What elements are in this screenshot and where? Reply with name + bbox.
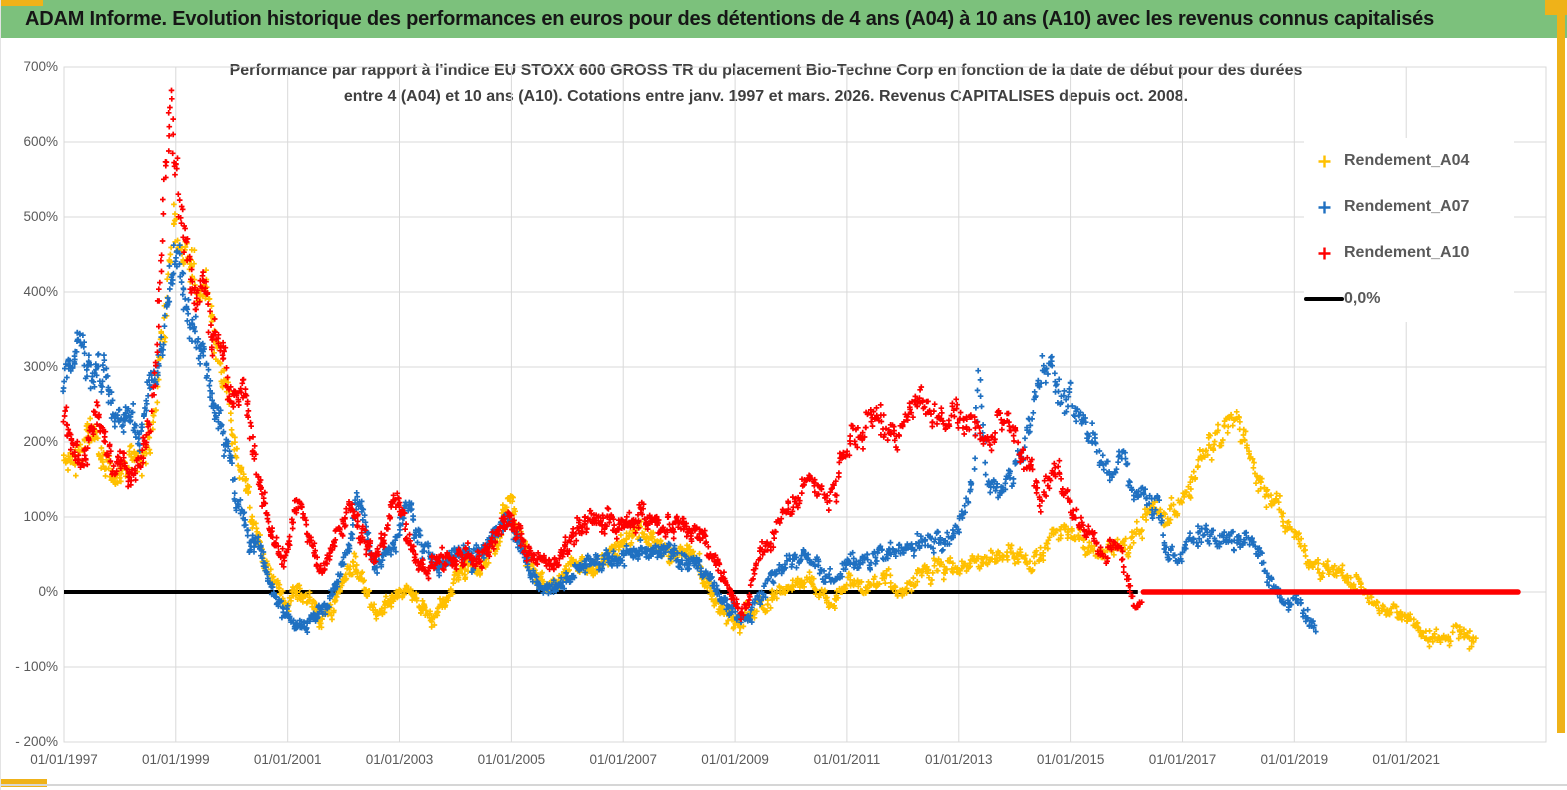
x-axis-tick-label: 01/01/2009	[701, 752, 769, 767]
zero-line-swatch	[1304, 297, 1344, 301]
x-axis-tick-label: 01/01/2017	[1148, 752, 1217, 767]
y-axis-tick-label: 400%	[23, 284, 58, 299]
window-title: ADAM Informe. Evolution historique des p…	[25, 8, 1434, 30]
legend-item-label: Rendement_A10	[1344, 244, 1470, 261]
plus-marker-icon	[1304, 154, 1344, 169]
gold-accent-top-left	[1, 0, 43, 6]
plus-marker-icon	[1304, 246, 1344, 261]
y-axis-tick-label: 600%	[23, 134, 58, 149]
chart-legend: Rendement_A04 Rendement_A07 Rendement_A10 0…	[1304, 138, 1514, 322]
x-axis-tick-label: 01/01/2015	[1036, 752, 1105, 767]
legend-item-rendement-a04: Rendement_A04	[1304, 138, 1514, 184]
legend-item-rendement-a10: Rendement_A10	[1304, 230, 1514, 276]
legend-item-label: Rendement_A04	[1344, 152, 1470, 169]
x-axis-tick-label: 01/01/2013	[924, 752, 993, 767]
x-axis-tick-label: 01/01/2005	[477, 752, 546, 767]
legend-item-label: 0,0%	[1344, 290, 1381, 307]
y-axis-tick-label: 500%	[23, 209, 58, 224]
y-axis-tick-label: 0%	[38, 584, 58, 599]
gold-accent-bottom-left	[1, 779, 47, 787]
legend-item-label: Rendement_A07	[1344, 198, 1470, 215]
x-axis-tick-label: 01/01/2003	[365, 752, 434, 767]
x-axis-tick-label: 01/01/2001	[253, 752, 322, 767]
chart-title-line1: Performance par rapport à l'indice EU ST…	[229, 62, 1303, 79]
x-axis-tick-label: 01/01/2007	[589, 752, 658, 767]
x-axis-tick-label: 01/01/1999	[142, 752, 210, 767]
x-axis-tick-label: 01/01/2019	[1260, 752, 1329, 767]
chart-title: Performance par rapport à l'indice EU ST…	[121, 58, 1411, 110]
window-title-bar: ADAM Informe. Evolution historique des p…	[1, 0, 1567, 38]
y-axis-tick-label: 100%	[23, 509, 58, 524]
y-axis-tick-label: 200%	[23, 434, 58, 449]
legend-item-0-0-: 0,0%	[1304, 276, 1514, 322]
plus-marker-icon	[1304, 200, 1344, 215]
y-axis-tick-label: - 200%	[15, 734, 58, 749]
gold-accent-right-border	[1557, 0, 1565, 733]
y-axis-tick-label: - 100%	[15, 659, 58, 674]
x-axis-tick-label: 01/01/2021	[1372, 752, 1440, 767]
x-axis-tick-label: 01/01/2011	[813, 752, 881, 767]
legend-item-rendement-a07: Rendement_A07	[1304, 184, 1514, 230]
y-axis-tick-label: 300%	[23, 359, 58, 374]
x-axis-tick-label: 01/01/1997	[30, 752, 98, 767]
y-axis-tick-label: 700%	[23, 59, 58, 74]
window-bottom-border	[1, 784, 1567, 786]
chart-title-line2: entre 4 (A04) et 10 ans (A10). Cotations…	[343, 88, 1189, 105]
